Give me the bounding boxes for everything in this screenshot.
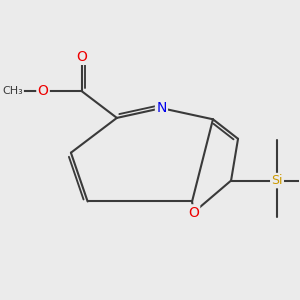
Text: Si: Si (271, 174, 283, 187)
Text: O: O (38, 84, 49, 98)
Text: CH₃: CH₃ (2, 86, 23, 96)
Text: O: O (76, 50, 88, 64)
Text: O: O (188, 206, 199, 220)
Text: N: N (156, 101, 167, 115)
